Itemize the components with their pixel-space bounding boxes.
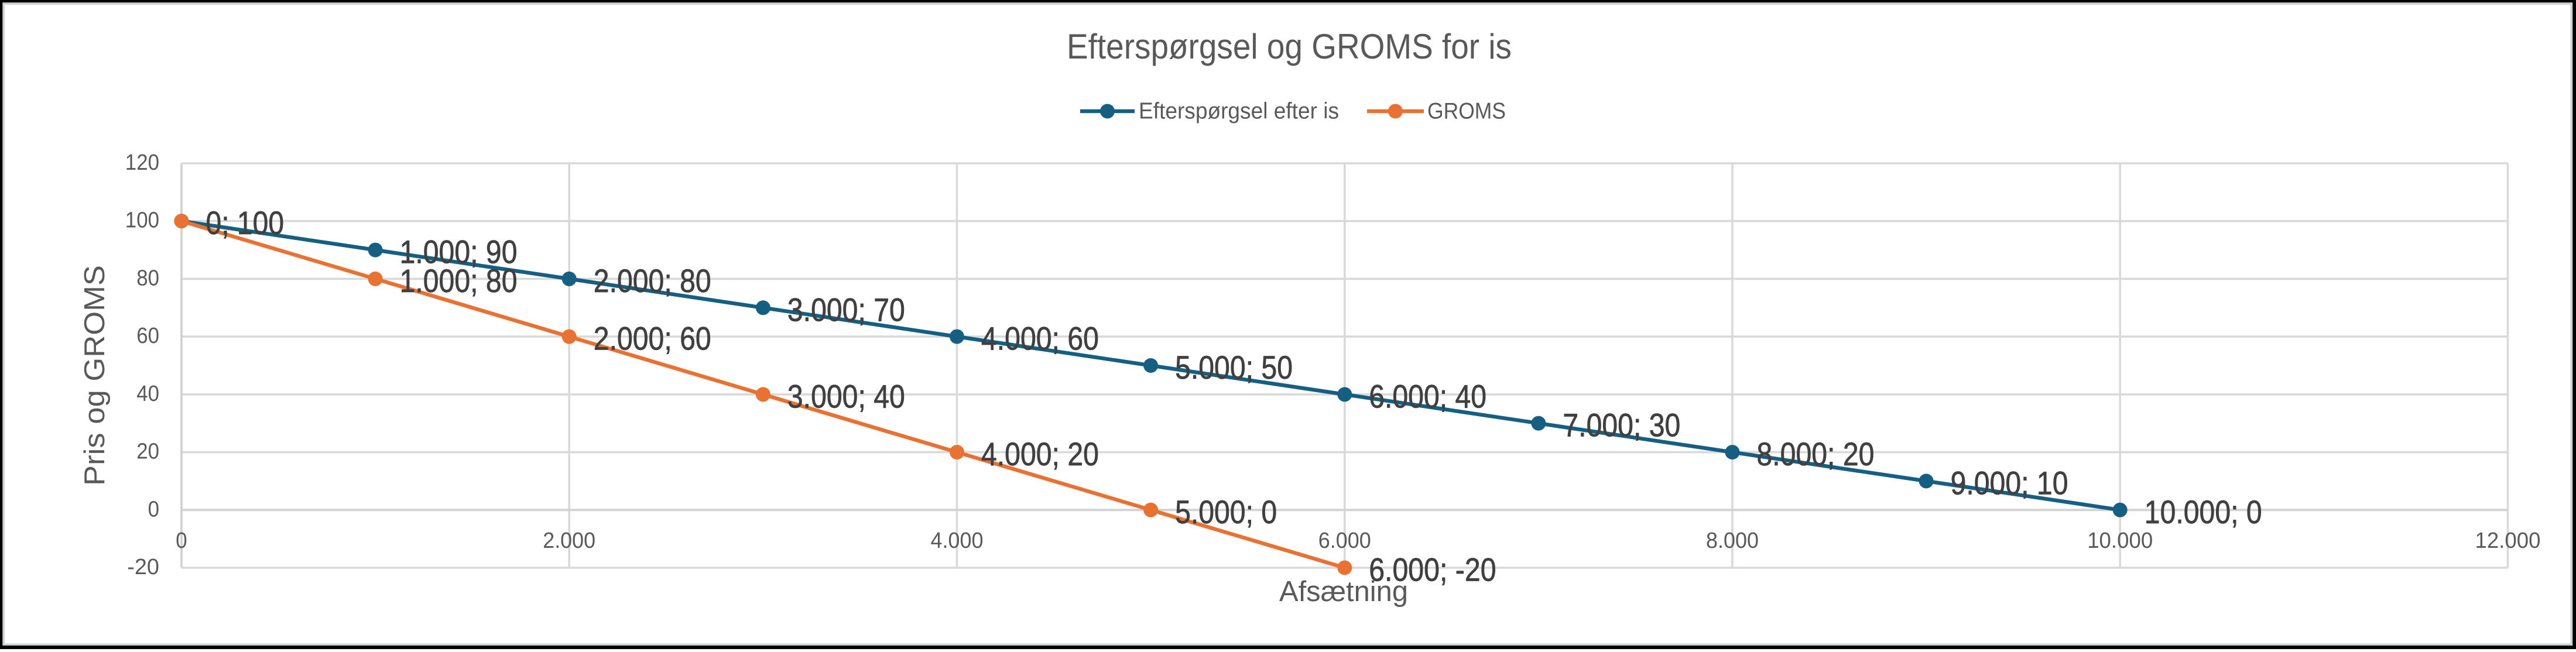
svg-text:2.000; 60: 2.000; 60: [594, 320, 711, 357]
svg-text:4.000: 4.000: [931, 529, 984, 553]
svg-text:5.000; 0: 5.000; 0: [1175, 493, 1277, 530]
svg-text:5.000; 50: 5.000; 50: [1175, 349, 1293, 386]
svg-text:0: 0: [148, 497, 159, 521]
svg-text:1.000; 90: 1.000; 90: [400, 234, 518, 270]
svg-text:9.000; 10: 9.000; 10: [1951, 464, 2068, 501]
svg-text:6.000; 40: 6.000; 40: [1369, 378, 1486, 414]
svg-text:40: 40: [136, 382, 159, 406]
svg-text:10.000: 10.000: [2087, 529, 2153, 553]
svg-text:1.000; 80: 1.000; 80: [400, 262, 518, 299]
svg-text:Efterspørgsel efter is: Efterspørgsel efter is: [1139, 99, 1339, 124]
svg-text:3.000; 70: 3.000; 70: [787, 291, 905, 328]
svg-text:20: 20: [136, 440, 159, 464]
svg-text:4.000; 20: 4.000; 20: [981, 435, 1099, 472]
svg-text:120: 120: [125, 150, 159, 175]
svg-text:12.000: 12.000: [2475, 529, 2541, 553]
svg-text:80: 80: [136, 266, 159, 290]
svg-text:6.000: 6.000: [1318, 529, 1371, 553]
svg-text:Pris og GROMS: Pris og GROMS: [79, 265, 111, 486]
svg-text:4.000; 60: 4.000; 60: [981, 320, 1099, 357]
svg-text:60: 60: [136, 324, 159, 348]
svg-text:8.000; 20: 8.000; 20: [1757, 435, 1875, 472]
svg-text:0; 100: 0; 100: [206, 204, 285, 241]
svg-text:Efterspørgsel og GROMS for is: Efterspørgsel og GROMS for is: [1067, 27, 1512, 66]
svg-text:6.000; -20: 6.000; -20: [1369, 551, 1496, 588]
svg-text:8.000: 8.000: [1706, 529, 1759, 553]
svg-text:0: 0: [176, 529, 187, 553]
svg-text:Afsætning: Afsætning: [1279, 576, 1408, 608]
svg-text:GROMS: GROMS: [1427, 99, 1506, 124]
svg-text:2.000: 2.000: [543, 529, 595, 553]
svg-text:10.000; 0: 10.000; 0: [2145, 493, 2262, 530]
svg-text:100: 100: [125, 208, 159, 233]
svg-text:3.000; 40: 3.000; 40: [787, 378, 905, 414]
svg-text:7.000; 30: 7.000; 30: [1563, 407, 1680, 444]
svg-text:2.000; 80: 2.000; 80: [594, 262, 711, 299]
svg-text:-20: -20: [127, 555, 159, 579]
